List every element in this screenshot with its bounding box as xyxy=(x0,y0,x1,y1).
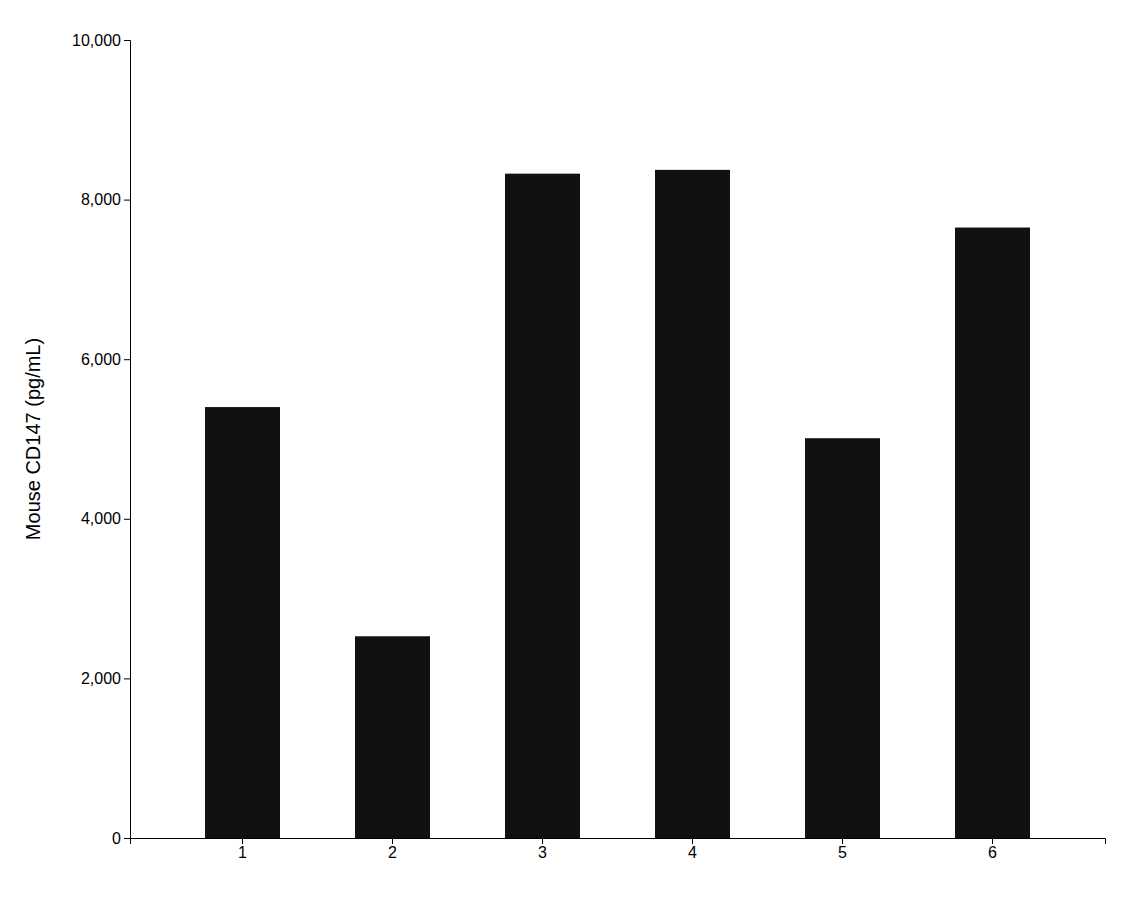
bar xyxy=(805,438,880,838)
tick-label: 2 xyxy=(388,844,397,861)
tick-mark xyxy=(124,838,130,839)
bar xyxy=(505,174,580,838)
tick-label: 10,000 xyxy=(72,32,121,49)
tick-mark xyxy=(992,838,993,844)
axis-line xyxy=(124,41,131,839)
tick: 8,000 xyxy=(81,191,130,208)
tick-label: 0 xyxy=(112,830,121,847)
tick: 2,000 xyxy=(81,670,130,687)
tick-mark xyxy=(392,838,393,844)
chart: 1 2 3 4 5 6 0 2,000 4,000 6,000 8,000 10,000 Mouse C… xyxy=(0,0,1145,908)
tick-label: 8,000 xyxy=(81,191,121,208)
tick-mark xyxy=(124,200,130,201)
tick: 1 xyxy=(238,838,247,861)
plot: 1 2 3 4 5 6 0 2,000 4,000 6,000 8,000 10,000 xyxy=(72,32,1105,862)
axis-title: Mouse CD147 (pg/mL) xyxy=(22,338,44,540)
tick-mark xyxy=(124,678,130,679)
tick-mark xyxy=(842,838,843,844)
tick-label: 6 xyxy=(988,844,997,861)
tick-mark xyxy=(542,838,543,844)
tick-mark xyxy=(124,519,130,520)
tick: 4 xyxy=(688,838,697,861)
x-axis: 1 2 3 4 5 6 xyxy=(131,838,1106,861)
bar xyxy=(205,407,280,838)
y-axis: 0 2,000 4,000 6,000 8,000 10,000 xyxy=(72,32,130,847)
tick: 4,000 xyxy=(81,510,130,527)
tick-label: 4,000 xyxy=(81,510,121,527)
tick-label: 6,000 xyxy=(81,351,121,368)
tick-label: 3 xyxy=(538,844,547,861)
tick-mark xyxy=(124,40,130,41)
tick-mark xyxy=(124,359,130,360)
tick: 2 xyxy=(388,838,397,861)
tick-label: 5 xyxy=(838,844,847,861)
tick-label: 1 xyxy=(238,844,247,861)
tick-label: 2,000 xyxy=(81,670,121,687)
tick-label: 4 xyxy=(688,844,697,861)
tick-mark xyxy=(692,838,693,844)
tick: 6 xyxy=(988,838,997,861)
tick: 3 xyxy=(538,838,547,861)
tick: 6,000 xyxy=(81,351,130,368)
bar xyxy=(655,170,730,838)
tick: 10,000 xyxy=(72,32,130,49)
bar xyxy=(955,228,1030,838)
tick: 0 xyxy=(112,830,130,847)
axis-line xyxy=(131,839,1106,845)
bar xyxy=(355,636,430,838)
bars xyxy=(205,170,1030,838)
tick: 5 xyxy=(838,838,847,861)
tick-mark xyxy=(242,838,243,844)
